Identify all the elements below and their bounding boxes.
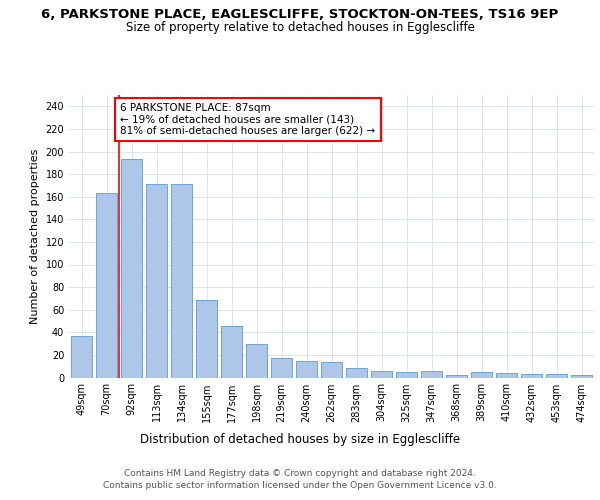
Bar <box>471 372 492 378</box>
Bar <box>371 370 392 378</box>
Bar <box>96 194 117 378</box>
Bar <box>571 375 592 378</box>
Bar <box>271 358 292 378</box>
Text: Distribution of detached houses by size in Egglescliffe: Distribution of detached houses by size … <box>140 432 460 446</box>
Bar <box>71 336 92 378</box>
Bar <box>171 184 192 378</box>
Bar <box>221 326 242 378</box>
Bar <box>321 362 342 378</box>
Text: Contains HM Land Registry data © Crown copyright and database right 2024.: Contains HM Land Registry data © Crown c… <box>124 469 476 478</box>
Bar <box>346 368 367 378</box>
Bar <box>196 300 217 378</box>
Text: 6 PARKSTONE PLACE: 87sqm
← 19% of detached houses are smaller (143)
81% of semi-: 6 PARKSTONE PLACE: 87sqm ← 19% of detach… <box>120 103 376 136</box>
Bar <box>446 375 467 378</box>
Bar <box>521 374 542 378</box>
Bar <box>296 360 317 378</box>
Text: Contains public sector information licensed under the Open Government Licence v3: Contains public sector information licen… <box>103 481 497 490</box>
Bar <box>496 373 517 378</box>
Bar <box>121 160 142 378</box>
Text: Size of property relative to detached houses in Egglescliffe: Size of property relative to detached ho… <box>125 22 475 35</box>
Bar <box>396 372 417 378</box>
Bar <box>146 184 167 378</box>
Bar <box>546 374 567 378</box>
Text: 6, PARKSTONE PLACE, EAGLESCLIFFE, STOCKTON-ON-TEES, TS16 9EP: 6, PARKSTONE PLACE, EAGLESCLIFFE, STOCKT… <box>41 8 559 20</box>
Y-axis label: Number of detached properties: Number of detached properties <box>30 148 40 324</box>
Bar <box>421 370 442 378</box>
Bar <box>246 344 267 378</box>
